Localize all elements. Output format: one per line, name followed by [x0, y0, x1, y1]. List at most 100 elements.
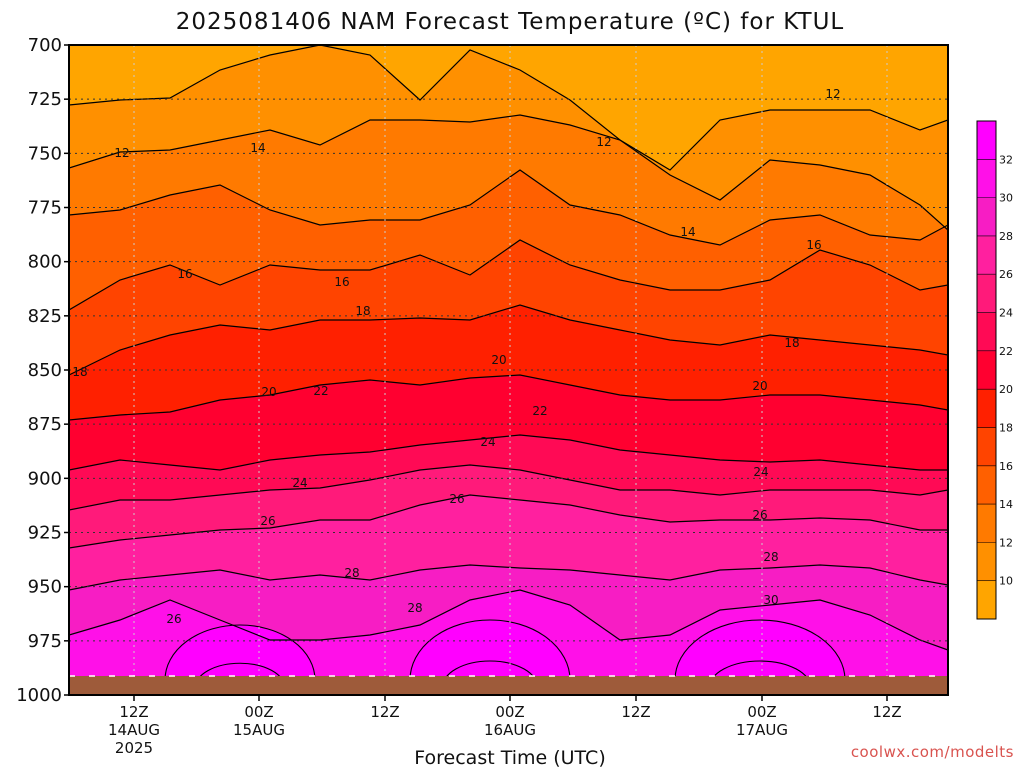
colorbar-segment [977, 542, 996, 582]
isotherm-label: 24 [480, 435, 495, 449]
credit-text: coolwx.com/modelts [851, 743, 1014, 761]
colorbar-segment [977, 350, 996, 390]
y-tick-label: 875 [28, 414, 62, 435]
colorbar-label: 24 [999, 307, 1013, 320]
y-tick-label: 950 [28, 577, 62, 598]
x-tick-label: 00Z [747, 703, 776, 721]
isotherm-line [69, 494, 948, 549]
isotherm-label: 26 [752, 508, 767, 522]
colorbar-label: 16 [999, 460, 1013, 473]
colorbar-label: 12 [999, 536, 1013, 549]
temperature-bands [69, 45, 948, 695]
y-tick-label: 850 [28, 360, 62, 381]
isotherm-line [69, 374, 948, 421]
isotherm-label: 26 [260, 514, 275, 528]
colorbar-segment [977, 465, 996, 505]
isotherm-label: 30 [763, 593, 778, 607]
colorbar-segment [977, 159, 996, 199]
y-tick-label: 1000 [16, 685, 62, 706]
ground-fill [69, 676, 948, 695]
isotherm-label: 16 [334, 275, 349, 289]
isotherm-label: 28 [344, 566, 359, 580]
isotherm-label: 24 [753, 465, 768, 479]
x-tick-label: 14AUG [108, 721, 160, 739]
colorbar-segment [977, 235, 996, 275]
isotherm-label: 18 [72, 365, 87, 379]
isotherm-label: 14 [250, 141, 265, 155]
isotherm-label: 16 [177, 267, 192, 281]
x-tick-label: 12Z [119, 703, 148, 721]
colorbar-label: 14 [999, 498, 1013, 511]
colorbar-label: 30 [999, 192, 1013, 205]
colorbar-segment [977, 389, 996, 428]
isotherm-label: 20 [261, 385, 276, 399]
grid-lines [69, 45, 948, 695]
colorbar-label: 10 [999, 575, 1013, 588]
colorbar-label: 22 [999, 345, 1013, 358]
y-tick-label: 750 [28, 143, 62, 164]
isotherm-label: 12 [825, 87, 840, 101]
isotherm-line [69, 564, 948, 591]
isotherm-labels: 12 12 12 14 14 16 16 16 18 18 18 20 20 20 22 22 24 24 24 26… [72, 87, 840, 626]
isotherm-label: 16 [806, 238, 821, 252]
x-tick-label: 00Z [495, 703, 524, 721]
isotherm-label: 26 [449, 492, 464, 506]
colorbar-segment [977, 580, 996, 620]
x-tick-label: 16AUG [484, 721, 536, 739]
y-tick-label: 925 [28, 523, 62, 544]
x-tick-label: 2025 [115, 739, 153, 757]
isotherm-label: 12 [114, 146, 129, 160]
y-tick-label: 700 [28, 35, 62, 56]
y-tick-label: 775 [28, 198, 62, 219]
colorbar-legend: 10 12 14 16 18 20 22 24 26 28 30 32 [976, 120, 1013, 620]
chart-title: 2025081406 NAM Forecast Temperature (ºC)… [176, 9, 844, 35]
x-tick-label: 15AUG [233, 721, 285, 739]
isotherm-label: 26 [166, 612, 181, 626]
isotherm-label: 14 [680, 225, 695, 239]
isotherm-label: 22 [532, 404, 547, 418]
x-tick-label: 00Z [244, 703, 273, 721]
isotherm-label: 24 [292, 476, 307, 490]
colorbar-label: 26 [999, 268, 1013, 281]
isotherm-line [69, 589, 948, 651]
colorbar-segment [977, 274, 996, 314]
isotherm-line [69, 304, 948, 376]
isotherm-label: 28 [763, 550, 778, 564]
x-tick-label: 17AUG [736, 721, 788, 739]
y-axis-ticks: 700 725 750 775 800 825 850 875 900 925 950 975 1000 [16, 35, 69, 706]
colorbar-segment [977, 312, 996, 352]
isotherm-label: 18 [784, 336, 799, 350]
x-tick-label: 12Z [370, 703, 399, 721]
isotherm-label: 28 [407, 601, 422, 615]
colorbar-segment [977, 427, 996, 467]
y-tick-label: 800 [28, 252, 62, 273]
colorbar-label: 32 [999, 153, 1013, 166]
temperature-band [69, 45, 948, 170]
x-tick-label: 12Z [621, 703, 650, 721]
isotherm-line [69, 114, 948, 231]
colorbar-label: 28 [999, 230, 1013, 243]
y-tick-label: 975 [28, 631, 62, 652]
colorbar-segment [977, 121, 996, 160]
isotherm-line [69, 434, 948, 471]
colorbar-label: 20 [999, 383, 1013, 396]
isotherm-label: 12 [596, 135, 611, 149]
y-tick-label: 825 [28, 306, 62, 327]
isotherm-label: 18 [355, 304, 370, 318]
colorbar-segment [977, 197, 996, 237]
x-tick-label: 12Z [872, 703, 901, 721]
isotherm-label: 20 [752, 379, 767, 393]
isotherm-line [69, 239, 948, 311]
isotherm-line [69, 464, 948, 511]
x-axis-label: Forecast Time (UTC) [414, 747, 605, 768]
isotherm-line [69, 169, 948, 246]
isotherm-line [69, 45, 948, 171]
ground-surface [69, 675, 948, 695]
y-tick-label: 725 [28, 89, 62, 110]
y-tick-label: 900 [28, 468, 62, 489]
colorbar-frame [976, 120, 997, 620]
isotherm-label: 20 [491, 353, 506, 367]
colorbar-segment [977, 504, 996, 543]
